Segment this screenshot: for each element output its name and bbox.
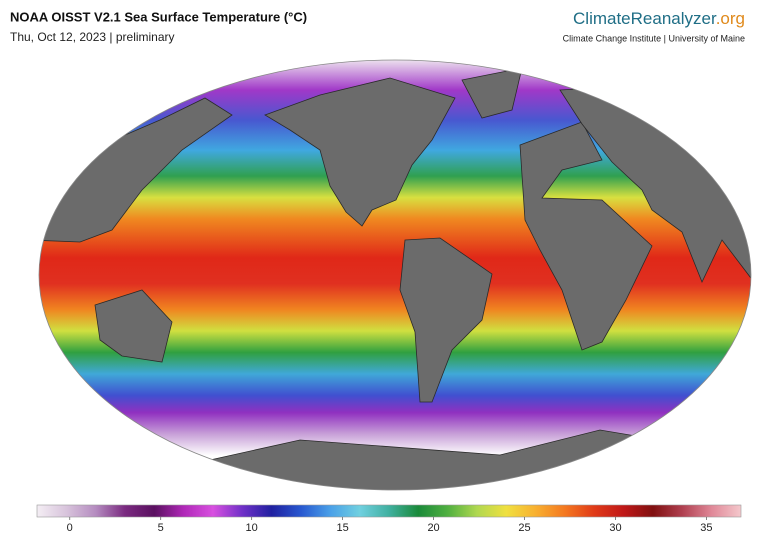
north-america — [264, 77, 456, 227]
greenland — [461, 67, 523, 119]
australia — [94, 289, 173, 363]
brand-suffix: .org — [716, 9, 745, 28]
south-america — [399, 237, 493, 403]
colorbar-tick-label: 35 — [700, 522, 712, 534]
map — [39, 60, 751, 490]
colorbar-tick-label: 5 — [158, 522, 164, 534]
east-asia — [39, 97, 233, 243]
colorbar-tick-label: 30 — [609, 522, 621, 534]
title: NOAA OISST V2.1 Sea Surface Temperature … — [10, 9, 307, 24]
brand: ClimateReanalyzer.org — [573, 9, 745, 28]
colorbar-tick-label: 10 — [246, 522, 258, 534]
affiliation: Climate Change Institute | University of… — [563, 33, 745, 43]
colorbar-tick-label: 0 — [67, 522, 73, 534]
colorbar — [36, 504, 742, 518]
colorbar-tick-label: 15 — [336, 522, 348, 534]
date: Thu, Oct 12, 2023 | preliminary — [10, 30, 175, 44]
colorbar-tick-label: 20 — [427, 522, 439, 534]
brand-name: ClimateReanalyzer — [573, 9, 717, 28]
globe-outline — [38, 59, 752, 491]
colorbar-tick-label: 25 — [518, 522, 530, 534]
europe-africa — [519, 121, 653, 351]
